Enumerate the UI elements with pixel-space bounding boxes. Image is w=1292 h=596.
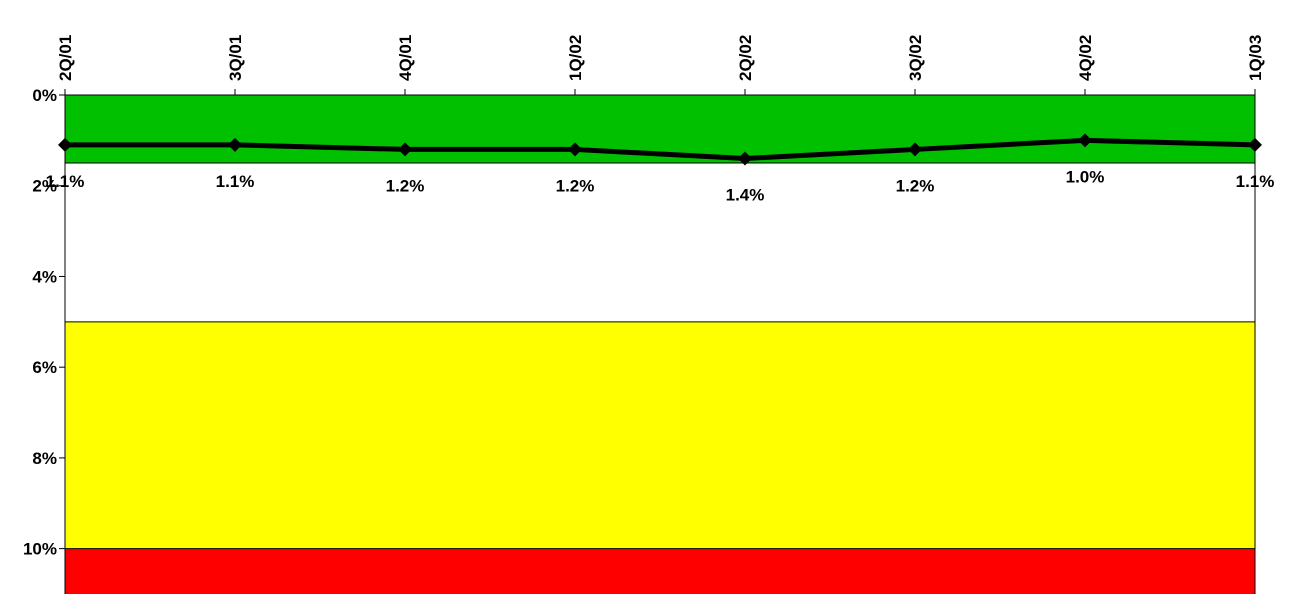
data-labels: 1.1% 1.1% 1.2% 1.2% 1.4% 1.2% 1.0% 1.1% xyxy=(46,167,1275,204)
x-tick-label: 3Q/02 xyxy=(906,35,925,81)
data-point xyxy=(228,137,242,152)
data-label: 1.4% xyxy=(726,186,765,205)
plot-frame xyxy=(64,94,1256,594)
series-line xyxy=(65,137,1256,162)
data-point xyxy=(1078,133,1092,148)
x-tick-label: 2Q/02 xyxy=(736,35,755,81)
y-tick-label: 8% xyxy=(32,449,57,468)
data-point xyxy=(738,151,752,166)
data-point xyxy=(398,142,412,157)
data-label: 1.2% xyxy=(386,176,425,195)
y-tick-label: 6% xyxy=(32,358,57,377)
data-point xyxy=(908,142,922,157)
threshold-bands xyxy=(65,95,1255,594)
y-tick-label: 0% xyxy=(32,86,57,105)
data-label: 1.1% xyxy=(1236,172,1275,191)
band-1 xyxy=(65,163,1255,322)
x-tick-label: 1Q/03 xyxy=(1246,35,1265,81)
y-axis: 0% 2% 4% 6% 8% 10% xyxy=(23,86,65,559)
data-label: 1.2% xyxy=(896,176,935,195)
data-label: 1.2% xyxy=(556,176,595,195)
data-point xyxy=(568,142,582,157)
x-tick-label: 3Q/01 xyxy=(226,35,245,81)
x-tick-label: 4Q/02 xyxy=(1076,35,1095,81)
data-point xyxy=(58,137,72,152)
data-label: 1.1% xyxy=(46,172,85,191)
data-label: 1.0% xyxy=(1066,167,1105,186)
x-axis: 2Q/01 3Q/01 4Q/01 1Q/02 2Q/02 3Q/02 4Q/02 1Q/03 xyxy=(56,35,1265,95)
data-label: 1.1% xyxy=(216,172,255,191)
x-tick-label: 2Q/01 xyxy=(56,35,75,81)
y-tick-label: 10% xyxy=(23,540,57,559)
x-tick-label: 1Q/02 xyxy=(566,35,585,81)
y-tick-label: 4% xyxy=(32,267,57,286)
y-tick-label: 2% xyxy=(32,177,57,196)
band-2 xyxy=(65,321,1255,549)
data-point xyxy=(1248,137,1262,152)
band-3 xyxy=(65,548,1255,594)
x-tick-label: 4Q/01 xyxy=(396,35,415,81)
series-group xyxy=(58,133,1262,166)
